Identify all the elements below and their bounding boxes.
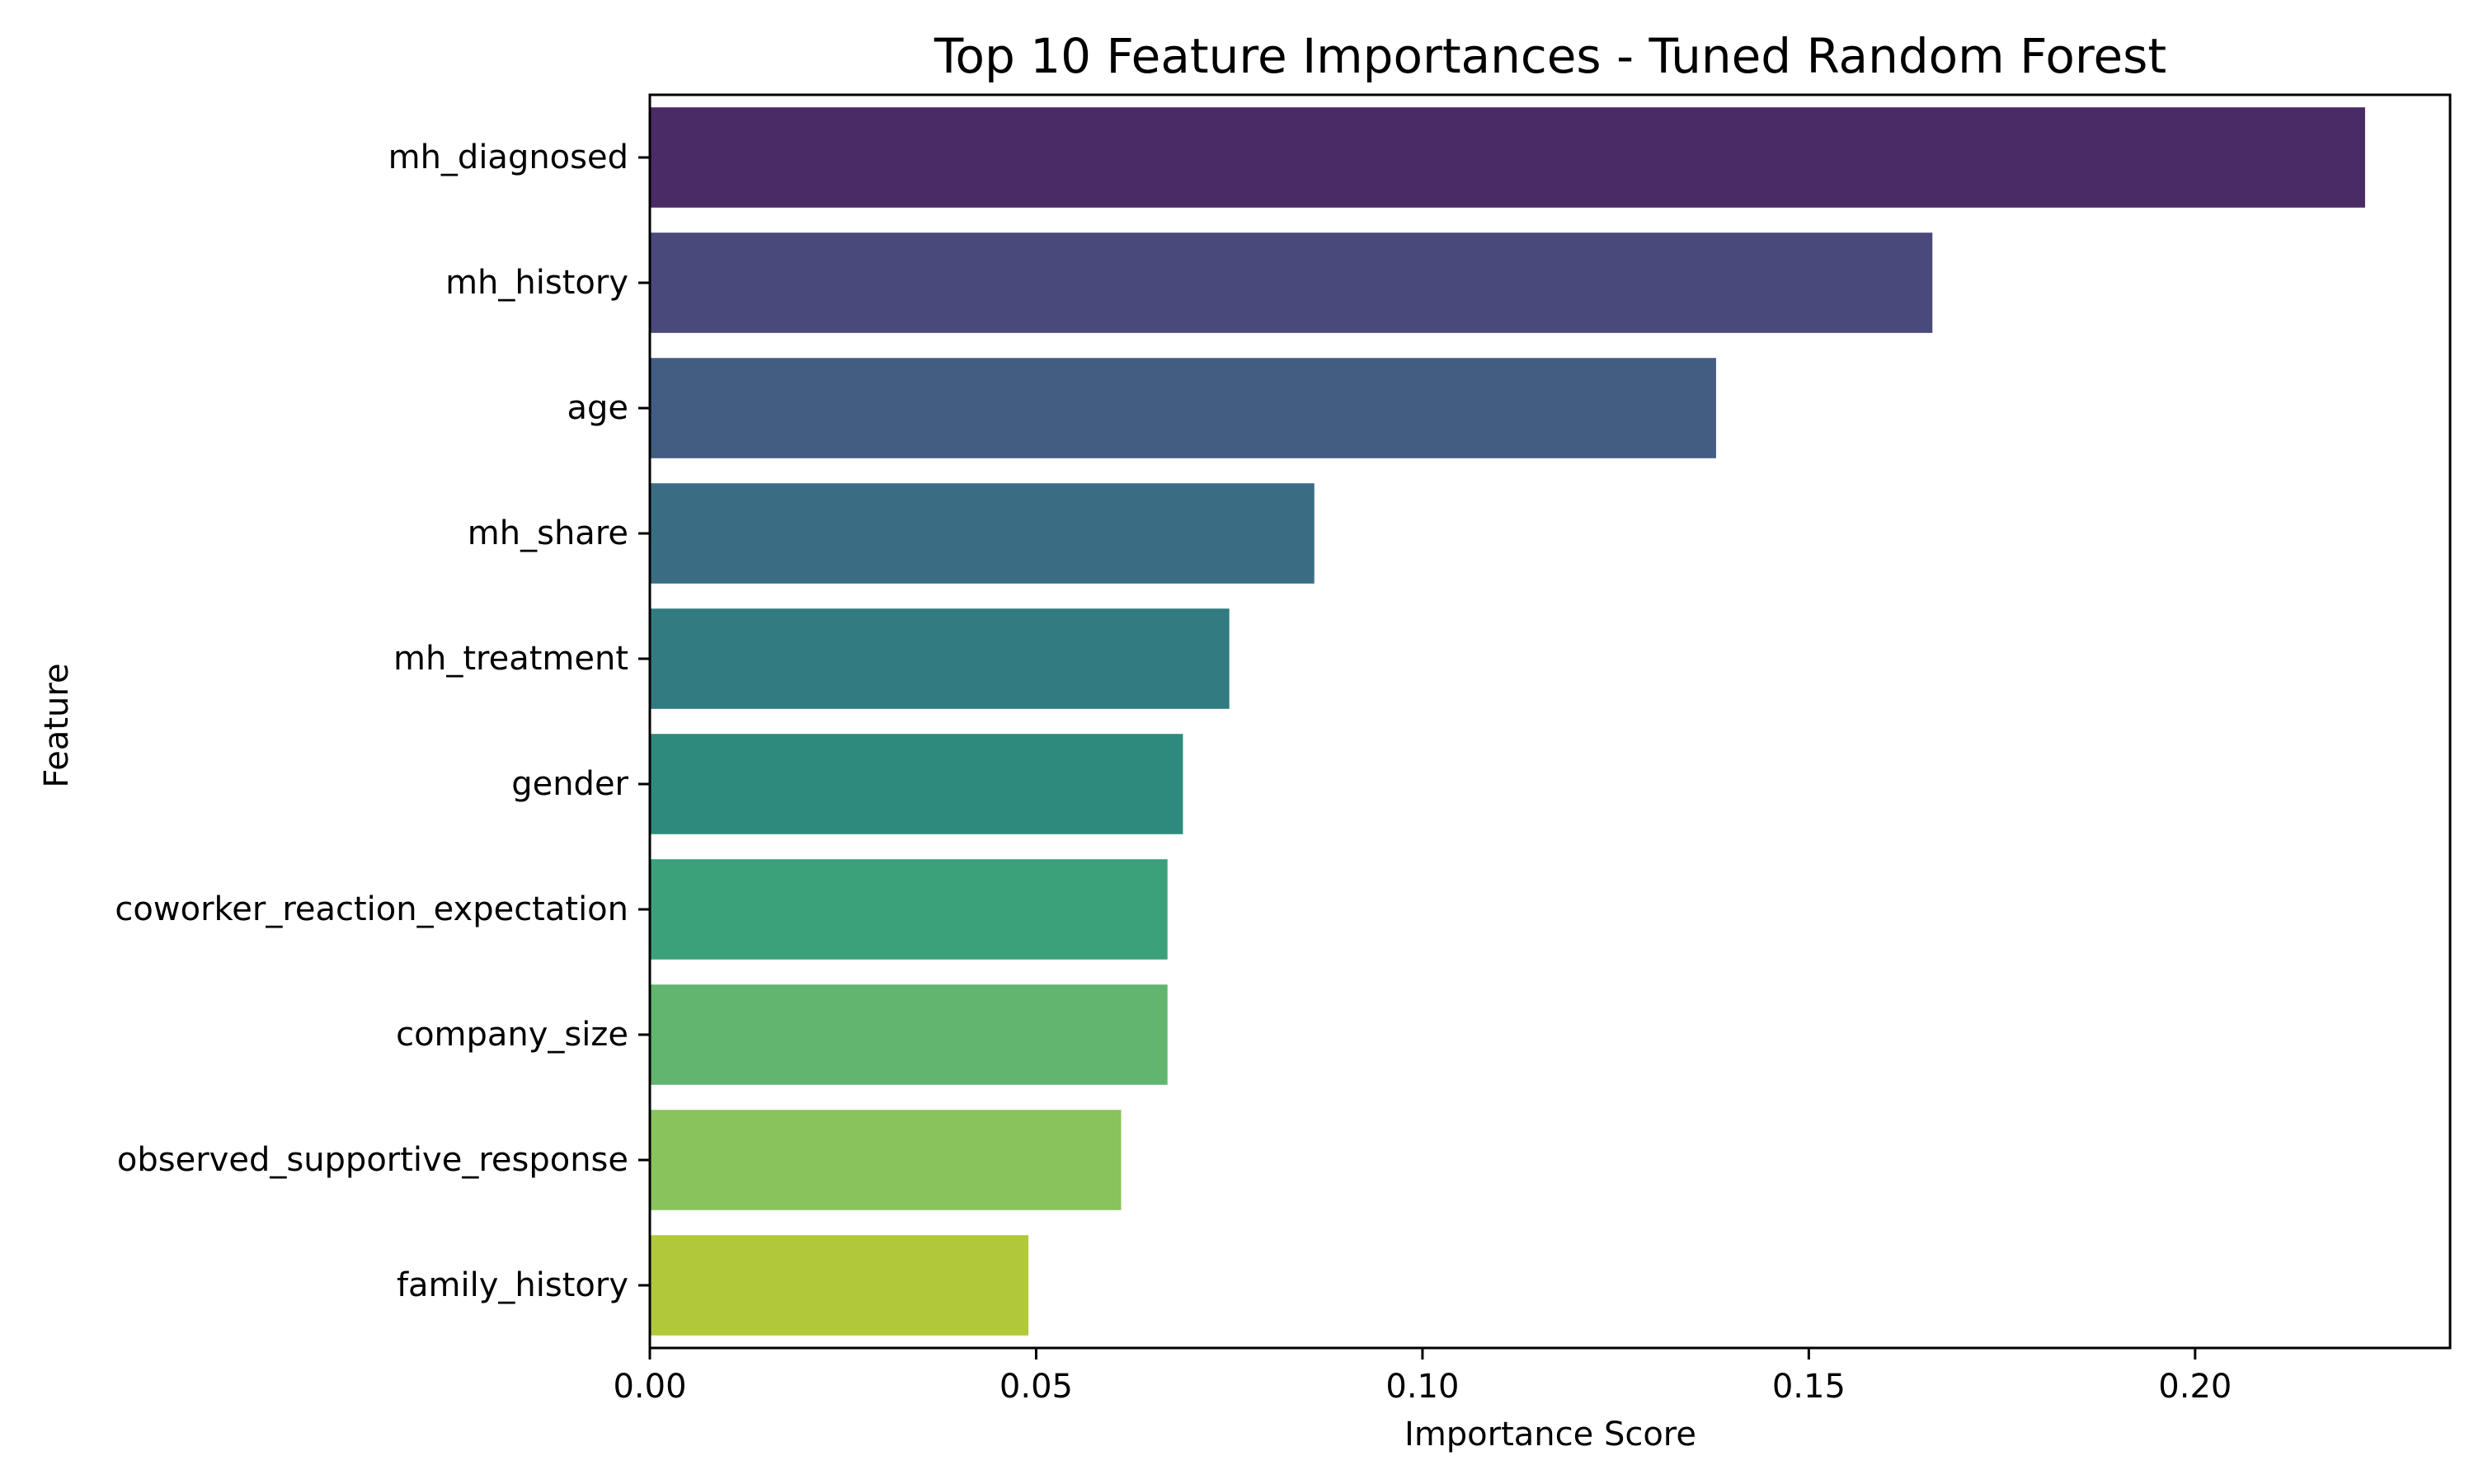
y-tick-label: mh_history (445, 264, 628, 302)
x-tick-label: 0.10 (1385, 1368, 1459, 1406)
y-tick-label: family_history (397, 1266, 628, 1304)
bar-mh-diagnosed (650, 107, 2365, 208)
bar-family-history (650, 1235, 1029, 1336)
bar-mh-history (650, 232, 1933, 333)
y-axis-label: Feature (38, 663, 76, 787)
y-tick-label: gender (511, 765, 628, 803)
bar-coworker-reaction-expectation (650, 859, 1168, 960)
bar-observed-supportive-response (650, 1110, 1122, 1210)
bar-gender (650, 734, 1183, 834)
y-tick-label: mh_diagnosed (388, 139, 628, 176)
bar-age (650, 358, 1716, 458)
x-tick-label: 0.00 (613, 1368, 686, 1406)
x-tick-label: 0.05 (999, 1368, 1073, 1406)
x-axis-ticks: 0.00 0.05 0.10 0.15 0.20 (613, 1348, 2232, 1406)
bar-mh-share (650, 483, 1315, 584)
chart-title: Top 10 Feature Importances - Tuned Rando… (934, 28, 2166, 84)
x-axis-label: Importance Score (1404, 1416, 1696, 1453)
bar-mh-treatment (650, 608, 1230, 709)
y-tick-label: age (567, 389, 628, 427)
x-tick-label: 0.20 (2158, 1368, 2232, 1406)
bars-group (650, 107, 2365, 1336)
plot-frame (648, 93, 2452, 1350)
y-tick-label: mh_treatment (393, 640, 628, 678)
y-tick-label: coworker_reaction_expectation (115, 890, 628, 928)
y-tick-label: observed_supportive_response (117, 1141, 628, 1179)
bar-company-size (650, 984, 1168, 1085)
x-tick-label: 0.15 (1772, 1368, 1846, 1406)
y-tick-label: mh_share (468, 514, 628, 552)
y-tick-label: company_size (396, 1016, 628, 1054)
